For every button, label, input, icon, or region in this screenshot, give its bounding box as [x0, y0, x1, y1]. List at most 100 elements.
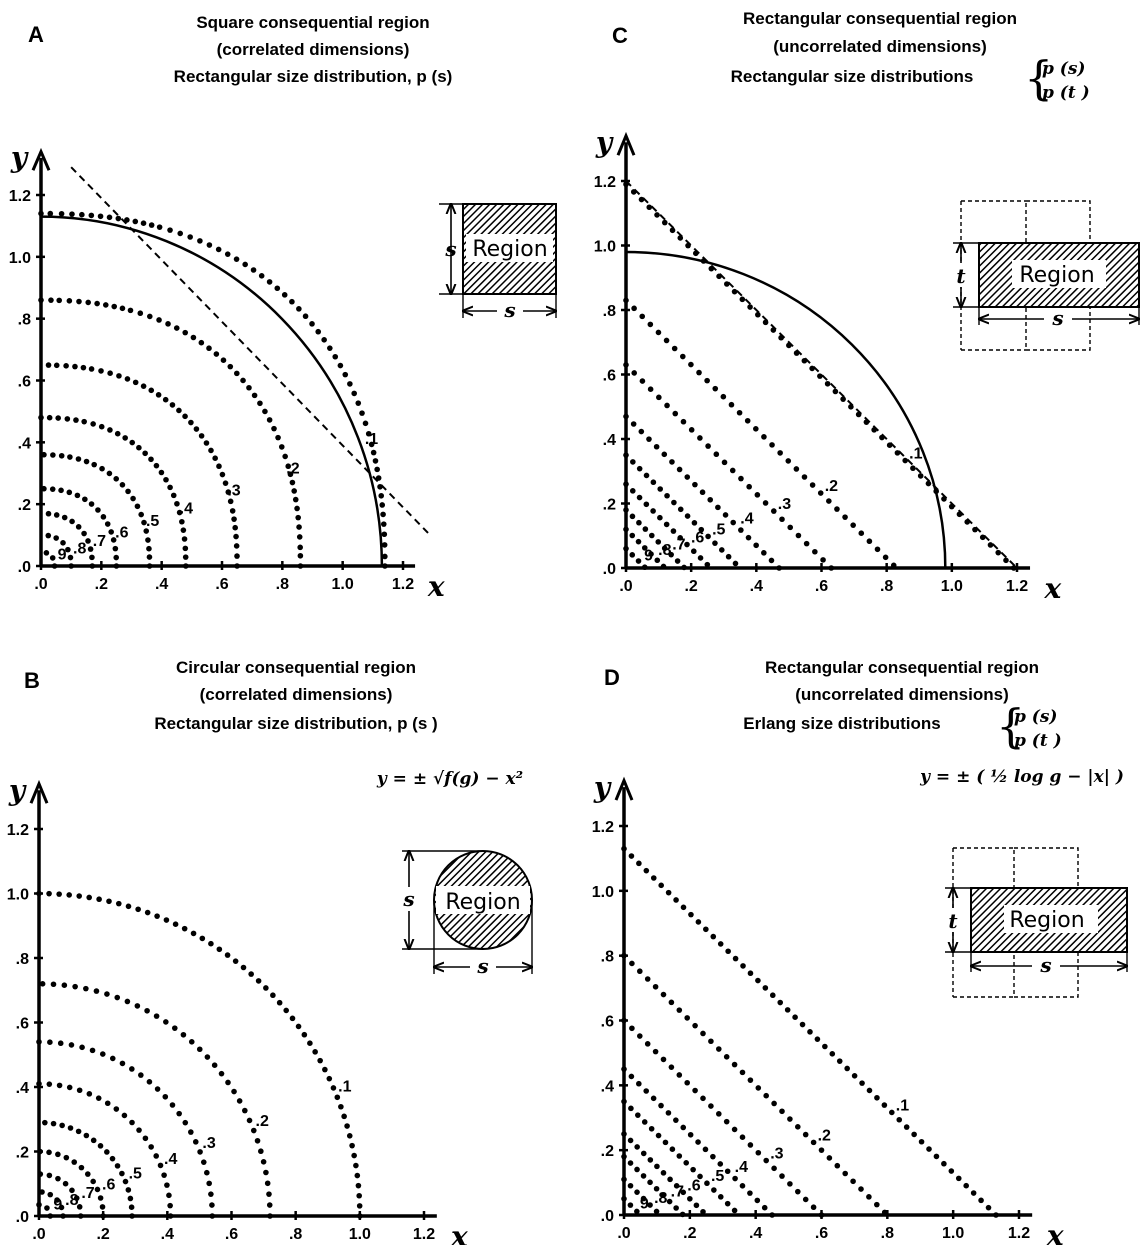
contour-dot [79, 1044, 85, 1051]
contour-dot [88, 366, 95, 372]
contour-dot [182, 1119, 189, 1126]
y-tick-label: 1.0 [9, 250, 31, 267]
y-tick-label: 1.2 [9, 188, 31, 205]
contour-dot [677, 235, 684, 241]
contour-dot [291, 488, 297, 494]
contour-dot [113, 476, 120, 482]
contour-dot [621, 1131, 627, 1137]
contour-dot [294, 505, 300, 512]
contour-dot [844, 1065, 850, 1072]
contour-dot [250, 1127, 257, 1134]
region-inset: Region s s [401, 851, 532, 978]
contour-dot [621, 1017, 627, 1024]
contour-dot [795, 1188, 801, 1195]
contour-dot [216, 463, 222, 470]
contour-dot [297, 544, 303, 551]
contour-dot [903, 1124, 910, 1130]
contour-3 [623, 362, 835, 571]
region-inset: Region t s [953, 200, 1139, 351]
x-tick-label: .2 [683, 1225, 696, 1242]
contour-dot [242, 1107, 248, 1114]
contour-dot [866, 1087, 873, 1094]
equation: y = ± √f(g) − x² [376, 769, 523, 789]
contour-dot [146, 545, 152, 552]
contour-dot [47, 1039, 53, 1045]
contour-dot [776, 565, 782, 571]
contour-dot [271, 425, 277, 432]
contour-dot [802, 1131, 809, 1138]
contour-dot [198, 433, 205, 439]
contour-dot [985, 1204, 992, 1211]
contour-label: .7 [672, 537, 685, 554]
contour-2 [38, 297, 304, 569]
contour-dot [858, 530, 865, 537]
contour-dot [787, 524, 794, 531]
contour-dot [188, 419, 194, 426]
contour-dot [148, 222, 155, 228]
contour-dot [84, 1171, 91, 1177]
contour-dot [731, 288, 738, 295]
contour-dot [76, 893, 83, 899]
contour-dot [654, 1163, 660, 1170]
x-axis-label: x [427, 570, 445, 603]
contour-dot [167, 227, 173, 233]
contour-dot [351, 1152, 357, 1159]
contour-7 [45, 510, 96, 569]
contour-dot [119, 481, 126, 488]
contour-dot [697, 435, 703, 441]
contour-dot [250, 267, 257, 273]
contour-dot [634, 1166, 640, 1173]
contour-dot [81, 530, 87, 537]
contour-dot [381, 542, 388, 548]
contour-dot [970, 1190, 977, 1196]
contour-dot [182, 329, 189, 336]
contour-dot [658, 1102, 664, 1109]
contour-dot [315, 328, 322, 335]
x-tick-label: .8 [881, 1225, 894, 1242]
contour-dot [704, 1180, 710, 1187]
contour-dot [648, 551, 654, 557]
contour-dot [700, 1095, 706, 1102]
contour-dot [183, 563, 189, 569]
contour-dot [636, 519, 642, 526]
contour-dot [829, 1051, 836, 1057]
contour-dot [106, 470, 113, 477]
contour-dot [655, 329, 662, 336]
contour-dot [192, 1139, 199, 1145]
contour-dot [45, 362, 52, 368]
contour-dot [663, 337, 670, 344]
dimension-s: s [1039, 953, 1051, 977]
y-tick-label: 1.2 [594, 174, 616, 191]
y-tick-label: .8 [16, 951, 29, 968]
contour-label: .1 [365, 431, 378, 448]
contour-dot [153, 462, 160, 469]
contour-dot [83, 985, 89, 992]
contour-dot [692, 1022, 698, 1029]
contour-dot [66, 489, 73, 496]
contour-dot [82, 496, 88, 503]
y-axis-label: y [593, 771, 612, 804]
contour-dot [104, 1100, 111, 1107]
dimension-s-horizontal: s [476, 954, 488, 978]
contour-dot [206, 242, 213, 248]
contour-dot [240, 964, 247, 971]
contour-dot [154, 913, 160, 919]
contour-dot [55, 1175, 61, 1182]
contour-dot [104, 521, 111, 527]
contour-dot [812, 548, 818, 555]
y-tick-label: .0 [16, 1209, 29, 1226]
contour-dot [660, 1170, 667, 1176]
contour-dot [211, 1062, 218, 1068]
contour-dot [99, 1051, 106, 1057]
contour-dot [684, 474, 691, 480]
x-tick-label: .8 [289, 1226, 302, 1243]
contour-dot [100, 514, 107, 520]
contour-dot [771, 1100, 777, 1107]
contour-dot [683, 1160, 690, 1166]
contour-dot [197, 1149, 203, 1155]
contour-dot [75, 524, 82, 530]
contour-dot [41, 485, 47, 492]
contour-dot [208, 1191, 214, 1197]
contour-dot [119, 1060, 126, 1067]
x-tick-label: .4 [749, 1225, 762, 1242]
